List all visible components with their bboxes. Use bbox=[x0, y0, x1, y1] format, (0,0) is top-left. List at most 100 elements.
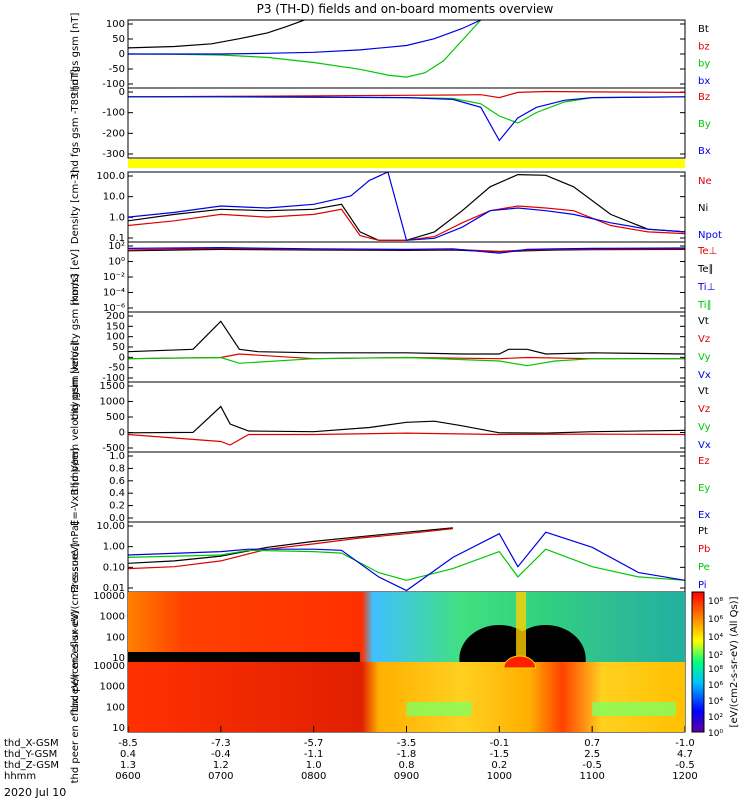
colorbar-tick: 10⁶ bbox=[708, 681, 723, 691]
y-tick-label: 1.0 bbox=[109, 212, 125, 223]
x-row-value: -0.1 bbox=[490, 738, 510, 749]
legend-entry: Te⊥ bbox=[697, 246, 717, 257]
legend-entry: Pi bbox=[698, 580, 707, 591]
legend-entry: Npot bbox=[698, 230, 722, 241]
series-group-temperature bbox=[128, 246, 685, 254]
y-tick-label: 0 bbox=[119, 87, 125, 98]
series-fgs-gsm-2 bbox=[128, 20, 482, 55]
series-peim-velocity-2 bbox=[128, 356, 685, 367]
legend-entry: Vy bbox=[698, 352, 711, 363]
y-tick-label: 100.0 bbox=[96, 171, 125, 182]
series-pressure-1 bbox=[128, 528, 453, 570]
y-tick-label: 500 bbox=[106, 412, 125, 423]
series-group-peim-velocity bbox=[128, 320, 685, 367]
colorbar-tick: 10² bbox=[708, 651, 723, 661]
legend-entry: Vx bbox=[698, 370, 711, 381]
x-row-value: 2.5 bbox=[584, 749, 600, 760]
y-tick-label: -50 bbox=[109, 363, 125, 374]
panel-ylabel: thd peem velocity gsm [km/s] bbox=[70, 342, 81, 492]
colorbar-tick: 10⁰ bbox=[708, 729, 723, 739]
x-row-value: -1.5 bbox=[490, 749, 510, 760]
y-tick-label: 100 bbox=[106, 19, 125, 30]
x-row-label: thd_Y-GSM bbox=[4, 749, 57, 760]
x-row-value: 0800 bbox=[301, 771, 326, 782]
series-group-fgs-gsm bbox=[128, 20, 482, 78]
series-density-2 bbox=[128, 172, 685, 241]
y-tick-label: 1.0 bbox=[109, 451, 125, 462]
y-tick-label: -100 bbox=[102, 108, 125, 119]
x-row-value: -8.5 bbox=[118, 738, 138, 749]
series-temperature-2 bbox=[128, 246, 685, 254]
x-row-value: -1.8 bbox=[397, 749, 417, 760]
panel-ylabel: thd peim velocity gsm [km/s] bbox=[70, 274, 81, 421]
panel-ylabel: thd peer en eflux eV/(cm2-s-sr-eV) bbox=[70, 611, 81, 784]
legend-entry: Te∥ bbox=[697, 264, 714, 275]
x-axis-block: thd_X-GSM -8.5 -7.3 -5.7 -3.5 -0.1 0.7 -1.0 thd_… bbox=[4, 726, 698, 782]
series-group-peem-velocity bbox=[128, 405, 685, 446]
y-tick-label: 50 bbox=[112, 342, 125, 353]
series-fgs-gsm-t89-0 bbox=[128, 90, 685, 99]
y-tick-label: 0.1 bbox=[109, 233, 125, 244]
y-tick-label: 10⁻⁶ bbox=[103, 303, 125, 314]
y-tick-label: -100 bbox=[102, 79, 125, 90]
series-fgs-gsm-0 bbox=[128, 20, 305, 49]
panel-ylabel: thd fgs gsm [nT] bbox=[70, 13, 81, 96]
legend-entry: Pt bbox=[698, 526, 708, 537]
legend-entry: Ey bbox=[698, 483, 710, 494]
series-group-fgs-gsm-t89 bbox=[128, 90, 685, 142]
y-tick-label: 10.0 bbox=[103, 192, 125, 203]
colorbar-tick: 10⁸ bbox=[708, 665, 723, 675]
legend-entry: Ni bbox=[698, 203, 708, 214]
y-tick-label: 0.01 bbox=[103, 583, 125, 594]
electron-green-patch bbox=[406, 702, 472, 716]
x-row-value: -3.5 bbox=[397, 738, 417, 749]
x-row-value: 0900 bbox=[394, 771, 419, 782]
y-tick-label: 10⁻² bbox=[103, 272, 125, 283]
x-row-value: 1200 bbox=[672, 771, 697, 782]
y-tick-label: 10 bbox=[112, 653, 125, 664]
y-tick-label: 150 bbox=[106, 321, 125, 332]
y-tick-label: 0 bbox=[119, 49, 125, 60]
colorbar-tick: 10⁴ bbox=[708, 633, 723, 643]
y-tick-label: 100 bbox=[106, 702, 125, 713]
legend-entry: Vz bbox=[698, 334, 710, 345]
electron-green-patch bbox=[592, 702, 676, 716]
legend-entry: Ti⊥ bbox=[697, 282, 715, 293]
y-tick-label: 1000 bbox=[100, 612, 125, 623]
y-tick-label: 10⁰ bbox=[108, 257, 125, 268]
legend-entry: Vt bbox=[698, 386, 709, 397]
legend-entry: Ex bbox=[698, 510, 710, 521]
y-tick-label: 0.2 bbox=[109, 501, 125, 512]
series-density-1 bbox=[128, 205, 685, 241]
y-tick-label: 1000 bbox=[100, 682, 125, 693]
legend-entry: Bt bbox=[698, 24, 709, 35]
colorbar-strip bbox=[691, 591, 705, 733]
y-tick-label: 1.00 bbox=[103, 542, 125, 553]
legend-entry: bx bbox=[698, 76, 710, 87]
x-row-value: -1.0 bbox=[675, 738, 695, 749]
y-tick-label: 10000 bbox=[93, 591, 125, 602]
y-tick-label: -200 bbox=[102, 128, 125, 139]
colorbar-tick: 10⁶ bbox=[708, 615, 723, 625]
y-tick-label: 10000 bbox=[93, 661, 125, 672]
electron-spectrogram bbox=[128, 662, 685, 732]
panel-ylabel: E=-VxB [mV/m] bbox=[70, 448, 81, 526]
panel-ylabel: Density [cm-3] bbox=[70, 170, 81, 244]
colorbar-tick: 10⁸ bbox=[708, 597, 723, 607]
ion-spectrogram bbox=[128, 592, 685, 662]
y-tick-label: 0.10 bbox=[103, 562, 125, 573]
x-row-value: -0.4 bbox=[211, 749, 231, 760]
legend-entry: Bz bbox=[698, 92, 710, 103]
x-row-value: 0.2 bbox=[491, 760, 507, 771]
series-peem-velocity-0 bbox=[128, 405, 685, 434]
x-row-value: 1.0 bbox=[306, 760, 322, 771]
x-row-value: 1100 bbox=[579, 771, 604, 782]
x-row-value: -0.5 bbox=[675, 760, 695, 771]
series-fgs-gsm-t89-2 bbox=[128, 96, 685, 142]
x-row-value: 4.7 bbox=[677, 749, 693, 760]
series-peim-velocity-0 bbox=[128, 320, 685, 355]
panel-ylabel: mom3 [eV] bbox=[70, 249, 81, 305]
y-tick-label: 100 bbox=[106, 332, 125, 343]
